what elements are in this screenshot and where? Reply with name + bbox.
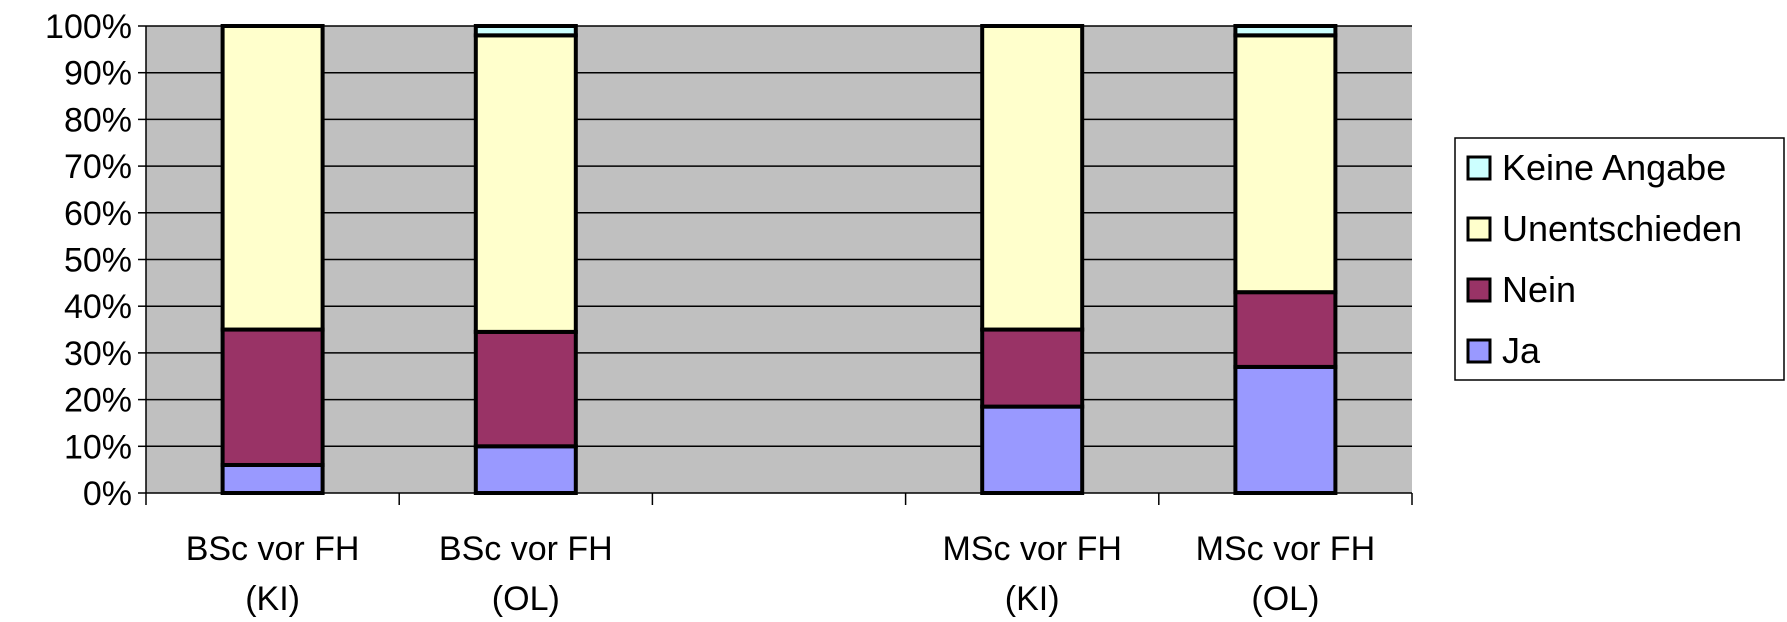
bar-segment-nein	[980, 327, 1085, 409]
axis-labels: 0% 10% 20% 30% 40% 50% 60% 70% 80% 90% 100% BSc vor…	[45, 8, 1375, 618]
y-tick-label: 50%	[64, 242, 132, 280]
bar-segment-keine-angabe	[1233, 24, 1338, 38]
legend-label: Ja	[1502, 330, 1541, 371]
y-tick-label: 100%	[45, 8, 132, 46]
legend-swatch	[1466, 277, 1492, 303]
legend-label: Keine Angabe	[1502, 147, 1726, 188]
y-tick-label: 10%	[64, 428, 132, 466]
x-category-label: MSc vor FH	[1196, 530, 1375, 568]
bar-segment-ja	[1233, 364, 1338, 495]
y-tick-label: 80%	[64, 101, 132, 139]
x-category-label-sub: (OL)	[492, 580, 560, 618]
x-category-label-sub: (KI)	[245, 580, 300, 618]
plot-area	[146, 25, 1412, 493]
legend-swatch	[1466, 338, 1492, 364]
bar-segment-keine-angabe	[473, 24, 578, 38]
legend-swatch	[1466, 216, 1492, 242]
x-category-label: MSc vor FH	[942, 530, 1121, 568]
bar-segment-ja	[473, 444, 578, 495]
x-category-label-sub: (OL)	[1251, 580, 1319, 618]
legend-label: Unentschieden	[1502, 208, 1742, 249]
bar-segment-nein	[220, 327, 325, 467]
bar-segment-ja	[220, 462, 325, 496]
bar-segment-unentschieden	[220, 24, 325, 332]
y-tick-label: 0%	[83, 475, 132, 513]
bar-segment-unentschieden	[473, 33, 578, 334]
y-tick-label: 20%	[64, 382, 132, 420]
y-tick-label: 30%	[64, 335, 132, 373]
y-tick-label: 40%	[64, 288, 132, 326]
legend: Keine Angabe Unentschieden Nein Ja	[1454, 137, 1785, 381]
bar-segment-nein	[473, 329, 578, 449]
y-tick-label: 60%	[64, 195, 132, 233]
bar-segment-unentschieden	[1233, 33, 1338, 295]
bar-segment-nein	[1233, 290, 1338, 369]
y-tick-label: 70%	[64, 148, 132, 186]
legend-label: Nein	[1502, 269, 1576, 310]
legend-box	[1454, 137, 1785, 381]
legend-swatch	[1466, 155, 1492, 181]
axes	[138, 25, 1413, 505]
bar-segment-ja	[980, 404, 1085, 496]
x-category-label: BSc vor FH	[186, 530, 360, 568]
bar-segment-unentschieden	[980, 24, 1085, 332]
x-category-label: BSc vor FH	[439, 530, 613, 568]
y-tick-label: 90%	[64, 55, 132, 93]
x-category-label-sub: (KI)	[1005, 580, 1060, 618]
bars	[220, 24, 1338, 496]
